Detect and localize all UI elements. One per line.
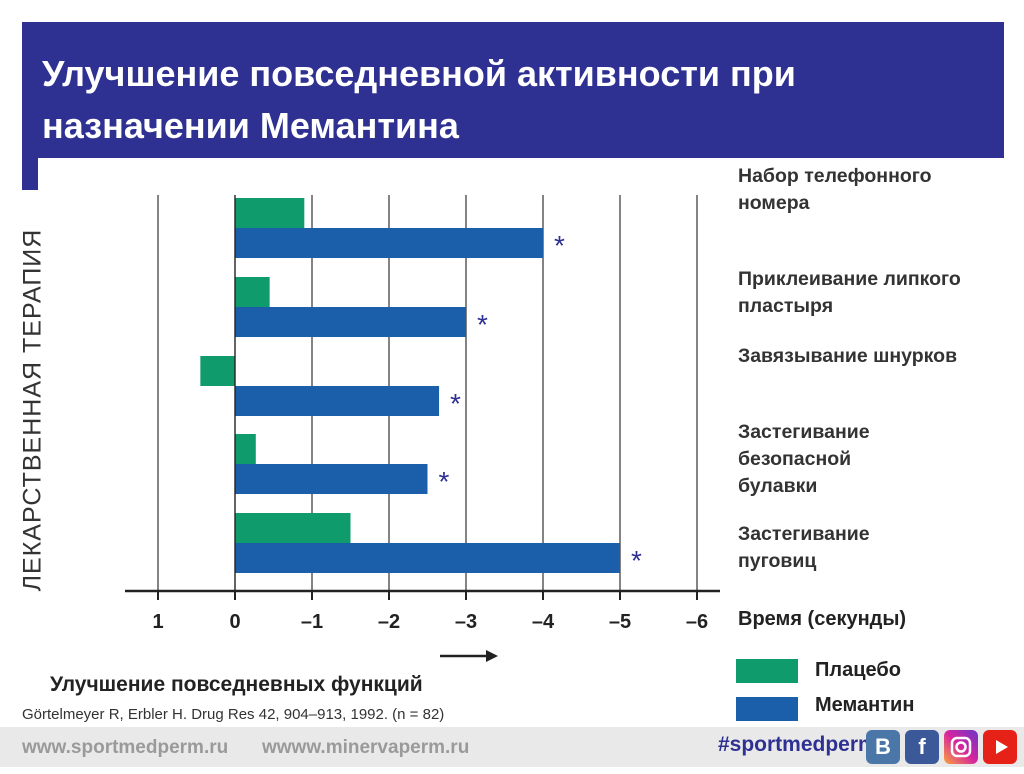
legend-swatch-placebo	[736, 659, 798, 683]
significance-marker: *	[477, 309, 488, 340]
instagram-icon[interactable]	[944, 730, 978, 764]
facebook-icon[interactable]: f	[905, 730, 939, 764]
legend-swatch-memantine	[736, 697, 798, 721]
youtube-icon[interactable]	[983, 730, 1017, 764]
banner-strip	[22, 158, 38, 190]
vk-icon[interactable]: В	[866, 730, 900, 764]
x-tick-label: –3	[455, 611, 477, 633]
legend-label-placebo: Плацебо	[815, 659, 901, 681]
bar-placebo	[200, 356, 235, 386]
significance-marker: *	[450, 388, 461, 419]
footer-hashtag: #sportmedperm	[718, 733, 877, 756]
bar-placebo	[235, 277, 270, 307]
x-tick-label: –6	[686, 611, 708, 633]
category-label: Приклеивание липкого пластыря	[738, 268, 961, 317]
youtube-glyph	[996, 740, 1008, 754]
category-label: Застегивание безопасной булавки	[738, 421, 870, 497]
bar-placebo	[235, 434, 256, 464]
bar-memantine	[235, 543, 620, 573]
x-tick-label: –2	[378, 611, 400, 633]
footer-link-sportmedperm[interactable]: www.sportmedperm.ru	[22, 737, 229, 758]
x-tick-label: –1	[301, 611, 323, 633]
title-banner: Улучшение повседневной активности при на…	[22, 22, 1004, 158]
significance-marker: *	[631, 545, 642, 576]
footer-bar	[0, 727, 1024, 767]
arrow-head	[486, 650, 498, 662]
bar-memantine	[235, 228, 543, 258]
x-tick-label: 1	[152, 611, 163, 633]
footer-link-minervaperm[interactable]: wwww.minervaperm.ru	[262, 737, 470, 758]
citation: Görtelmeyer R, Erbler H. Drug Res 42, 90…	[22, 706, 445, 723]
bar-memantine	[235, 307, 466, 337]
x-tick-label: –4	[532, 611, 555, 633]
instagram-glyph	[950, 736, 972, 758]
category-label: Набор телефонного номера	[738, 165, 932, 214]
page-title: Улучшение повседневной активности при на…	[42, 53, 796, 146]
x-axis-title: Время (секунды)	[738, 608, 907, 630]
category-label: Застегивание пуговиц	[738, 523, 870, 572]
category-label: Завязывание шнурков	[738, 345, 958, 367]
x-tick-label: 0	[229, 611, 240, 633]
bar-placebo	[235, 513, 351, 543]
legend-label-memantine: Мемантин	[815, 694, 915, 716]
bar-memantine	[235, 386, 440, 416]
bar-memantine	[235, 464, 428, 494]
bottom-label: Улучшение повседневных функций	[50, 673, 423, 696]
bar-placebo	[235, 198, 305, 228]
x-tick-label: –5	[609, 611, 631, 633]
significance-marker: *	[439, 466, 450, 497]
significance-marker: *	[554, 230, 565, 261]
